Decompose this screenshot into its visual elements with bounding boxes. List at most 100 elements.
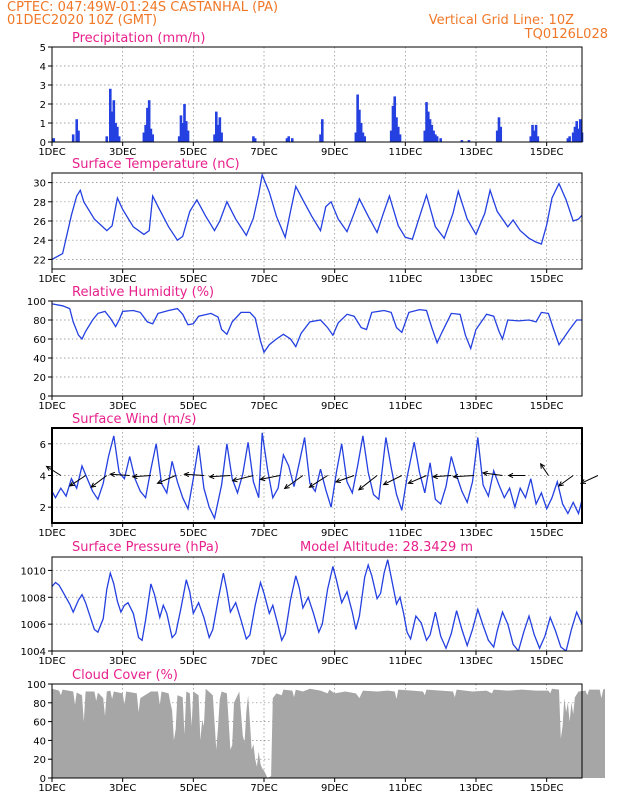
wind-vector — [283, 475, 304, 490]
precip-bar — [114, 123, 117, 142]
pressure-panel: 1004 1006 1008 1010 1DEC 3DEC 5DEC 7DEC 9DEC 11DE… — [21, 540, 583, 667]
x-tick-label: 1DEC — [38, 274, 65, 285]
wind-vector — [45, 465, 62, 476]
y-tick-label: 60 — [33, 718, 46, 729]
precip-frame — [51, 46, 583, 143]
precip-bar — [529, 136, 533, 142]
humidity-panel: 0 20 40 60 80 100 1DEC 3DEC 5DEC 7DEC 9DEC 11DEC 13D… — [27, 285, 583, 412]
precip-bar — [395, 117, 398, 142]
wind-vector — [183, 471, 204, 478]
precip-bar — [116, 126, 119, 142]
y-tick-label: 22 — [33, 255, 46, 266]
wind-title: Surface Wind (m/s) — [72, 412, 196, 427]
wind-vector — [308, 475, 328, 488]
x-tick-label: 3DEC — [109, 656, 136, 667]
y-tick-label: 28 — [33, 198, 46, 209]
precip-bar — [112, 100, 116, 142]
x-tick-label: 7DEC — [250, 401, 277, 412]
precip-bar — [577, 128, 580, 142]
x-tick-label: 7DEC — [250, 274, 277, 285]
x-tick-label: 5DEC — [180, 274, 207, 285]
x-tick-label: 11DEC — [388, 656, 422, 667]
x-tick-label: 5DEC — [180, 528, 207, 539]
temperature-panel: 22 24 26 28 30 1DEC 3DEC 5DEC 7DEC 9DEC 11DEC 13DEC… — [33, 157, 583, 285]
x-tick-label: 1DEC — [38, 528, 65, 539]
chart-code: TQ0126L028 — [524, 27, 608, 42]
y-tick-label: 4 — [40, 62, 46, 73]
x-tick-label: 9DEC — [321, 147, 348, 158]
precip-bar — [427, 111, 430, 142]
y-tick-label: 2 — [40, 100, 46, 111]
precip-bar — [428, 119, 432, 142]
wind-vector — [407, 475, 427, 485]
precip-bar — [571, 132, 575, 142]
precip-bar — [117, 136, 121, 142]
wind-vector — [507, 472, 526, 479]
precip-bar — [321, 119, 324, 142]
precip-bar — [534, 124, 538, 142]
y-tick-label: 20 — [33, 755, 46, 766]
precip-bar — [252, 136, 255, 142]
precip-bar — [184, 121, 188, 142]
x-tick-label: 15DEC — [530, 401, 564, 412]
precip-bar — [389, 130, 393, 142]
precip-bar — [533, 130, 536, 142]
precip-bar — [147, 100, 151, 142]
precip-bar — [213, 134, 216, 142]
wind-vector — [334, 475, 355, 484]
x-tick-label: 11DEC — [388, 147, 422, 158]
y-tick-label: 1010 — [21, 566, 46, 577]
x-tick-label: 7DEC — [250, 147, 277, 158]
x-tick-label: 5DEC — [180, 147, 207, 158]
precip-bar — [435, 136, 439, 142]
x-tick-label: 1DEC — [38, 783, 65, 794]
precip-panel: 0 1 2 3 4 5 1DEC 3DEC 5DEC 7DEC 9DEC 11DEC 13DEC 15DE… — [38, 31, 584, 158]
x-tick-label: 11DEC — [388, 274, 422, 285]
humidity-frame — [51, 300, 583, 397]
precip-bar — [179, 115, 183, 142]
y-tick-label: 60 — [33, 335, 46, 346]
y-tick-label: 100 — [27, 680, 46, 691]
y-tick-label: 20 — [33, 373, 46, 384]
precip-bar — [177, 136, 181, 142]
x-tick-label: 11DEC — [388, 401, 422, 412]
model-altitude-note: Model Altitude: 28.3429 m — [300, 540, 473, 555]
temperature-title: Surface Temperature (nC) — [72, 157, 240, 172]
x-tick-label: 15DEC — [530, 656, 564, 667]
precip-bar — [181, 123, 185, 142]
y-tick-label: 40 — [33, 736, 46, 747]
precip-title: Precipitation (mm/h) — [72, 31, 205, 46]
wind-vector — [431, 473, 452, 480]
y-tick-label: 80 — [33, 699, 46, 710]
wind-vector — [69, 475, 86, 487]
precip-bar — [499, 126, 503, 142]
precip-bar — [105, 136, 109, 142]
x-tick-label: 13DEC — [459, 528, 493, 539]
wind-vector — [452, 473, 475, 480]
precip-bar — [215, 111, 218, 142]
x-tick-label: 9DEC — [321, 274, 348, 285]
precip-bar — [566, 138, 570, 142]
precip-bar — [575, 121, 578, 142]
precip-bar — [531, 124, 534, 142]
wind-vector — [382, 475, 403, 486]
y-tick-label: 80 — [33, 316, 46, 327]
station-line: CPTEC: 047:49W-01:24S CASTANHAL (PA) — [7, 0, 279, 15]
grid-note: Vertical Grid Line: 10Z — [428, 13, 574, 28]
y-tick-label: 100 — [27, 297, 46, 308]
precip-bar — [396, 126, 400, 142]
wind-vector — [231, 475, 254, 483]
y-tick-label: 1004 — [21, 647, 46, 658]
precip-bar — [497, 117, 501, 142]
x-tick-label: 13DEC — [459, 147, 493, 158]
x-tick-label: 9DEC — [321, 401, 348, 412]
precip-bar — [430, 124, 434, 142]
y-tick-label: 2 — [40, 503, 46, 514]
precip-bar — [218, 117, 222, 142]
wind-series-line — [52, 432, 582, 521]
x-tick-label: 3DEC — [109, 401, 136, 412]
x-tick-label: 3DEC — [109, 147, 136, 158]
x-tick-label: 9DEC — [321, 783, 348, 794]
y-tick-label: 1 — [40, 119, 46, 130]
y-tick-label: 1006 — [21, 620, 46, 631]
